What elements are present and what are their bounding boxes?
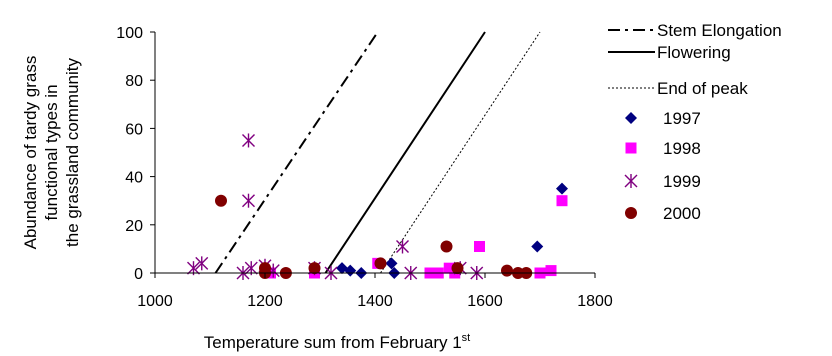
y-tick-label: 60 [125, 121, 143, 138]
data-point-2000 [374, 257, 387, 270]
legend-marker-1998 [625, 142, 637, 154]
data-point-2000 [215, 194, 227, 207]
x-axis-title-superscript: st [462, 332, 471, 344]
data-point-1997 [344, 264, 357, 277]
x-tick-label: 1200 [247, 293, 283, 310]
data-point-2000 [440, 240, 453, 253]
x-tick-label: 1600 [467, 293, 503, 310]
x-tick-label: 1400 [357, 293, 393, 310]
y-tick-label: 0 [134, 266, 143, 283]
legend-label: End of peak [657, 79, 748, 98]
data-point-1999 [396, 239, 409, 254]
data-point-1998 [556, 195, 568, 207]
data-point-1997 [385, 257, 398, 270]
y-axis-title: Abundance of tardy grass functional types… [21, 56, 82, 250]
x-axis-title: Temperature sum from February 1st [204, 332, 470, 352]
y-axis-title-text: Abundance of tardy grass functional types… [21, 56, 82, 250]
y-tick-label: 20 [125, 218, 143, 235]
data-point-1998 [474, 240, 485, 252]
data-point-1997 [531, 240, 544, 253]
x-axis-title-main: Temperature sum from February 1 [204, 333, 462, 352]
legend: Stem Elongation Flowering End of peak 1997 1… [608, 21, 782, 223]
legend-marker-1997 [625, 112, 637, 124]
y-axis-title-line: the grassland community [63, 58, 82, 247]
legend-marker-2000 [625, 207, 637, 219]
data-point-1998 [545, 265, 557, 277]
plot-area: 1000 1200 1400 1600 1800 0 20 40 60 80 100 [116, 25, 613, 310]
legend-label: 1999 [663, 172, 701, 191]
y-axis-title-line: functional types in [42, 84, 61, 220]
y-tick-label: 80 [125, 73, 143, 90]
legend-label: 1997 [663, 109, 701, 128]
data-point-2000 [308, 262, 321, 275]
y-axis-ticks: 0 20 40 60 80 100 [116, 25, 155, 283]
data-point-1999 [195, 256, 209, 271]
y-tick-label: 100 [116, 25, 143, 42]
y-axis-title-line: Abundance of tardy grass [21, 56, 40, 250]
legend-label: 2000 [663, 204, 701, 223]
data-point-2000 [501, 264, 513, 277]
legend-label: 1998 [663, 139, 701, 158]
legend-label: Flowering [657, 43, 731, 62]
data-points [187, 133, 568, 280]
reference-lines [214, 31, 541, 274]
reference-line-flowering [324, 31, 486, 274]
legend-marker-1999 [624, 174, 638, 188]
y-tick-label: 40 [125, 170, 143, 187]
x-tick-label: 1000 [137, 293, 173, 310]
reference-line-stem-elongation [214, 31, 379, 274]
legend-label: Stem Elongation [657, 21, 782, 40]
data-point-1997 [556, 182, 568, 195]
data-point-1999 [242, 193, 255, 208]
x-axis-ticks: 1000 1200 1400 1600 1800 [137, 273, 613, 310]
x-tick-label: 1800 [577, 293, 613, 310]
data-point-1999 [242, 133, 255, 148]
reference-line-end-of-peak [380, 31, 541, 274]
data-point-2000 [451, 262, 464, 275]
